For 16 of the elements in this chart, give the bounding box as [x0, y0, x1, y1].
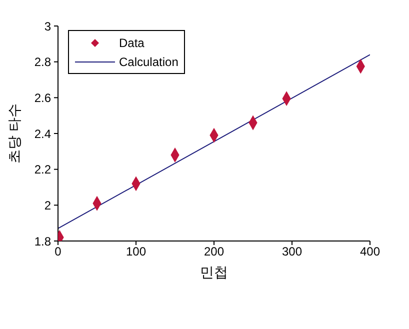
- y-axis-title: 초당 타수: [6, 104, 22, 164]
- x-tick-label: 100: [126, 244, 146, 259]
- y-tick-label: 2.4: [34, 126, 52, 141]
- x-tick-label: 0: [54, 244, 62, 259]
- y-tick-label: 1.8: [34, 234, 52, 248]
- y-tick-label: 2.2: [34, 162, 52, 177]
- legend-label: Calculation: [119, 54, 178, 68]
- legend-label: Data: [119, 36, 144, 50]
- x-tick-label: 200: [204, 244, 224, 259]
- x-axis-title: 민첩: [200, 264, 228, 280]
- y-tick-label: 3: [44, 19, 52, 34]
- x-tick-label: 300: [282, 244, 302, 259]
- y-tick-label: 2: [44, 198, 52, 212]
- y-tick-label: 2.6: [34, 90, 52, 105]
- y-tick-label: 2.8: [34, 55, 52, 70]
- x-tick-label: 400: [360, 244, 380, 259]
